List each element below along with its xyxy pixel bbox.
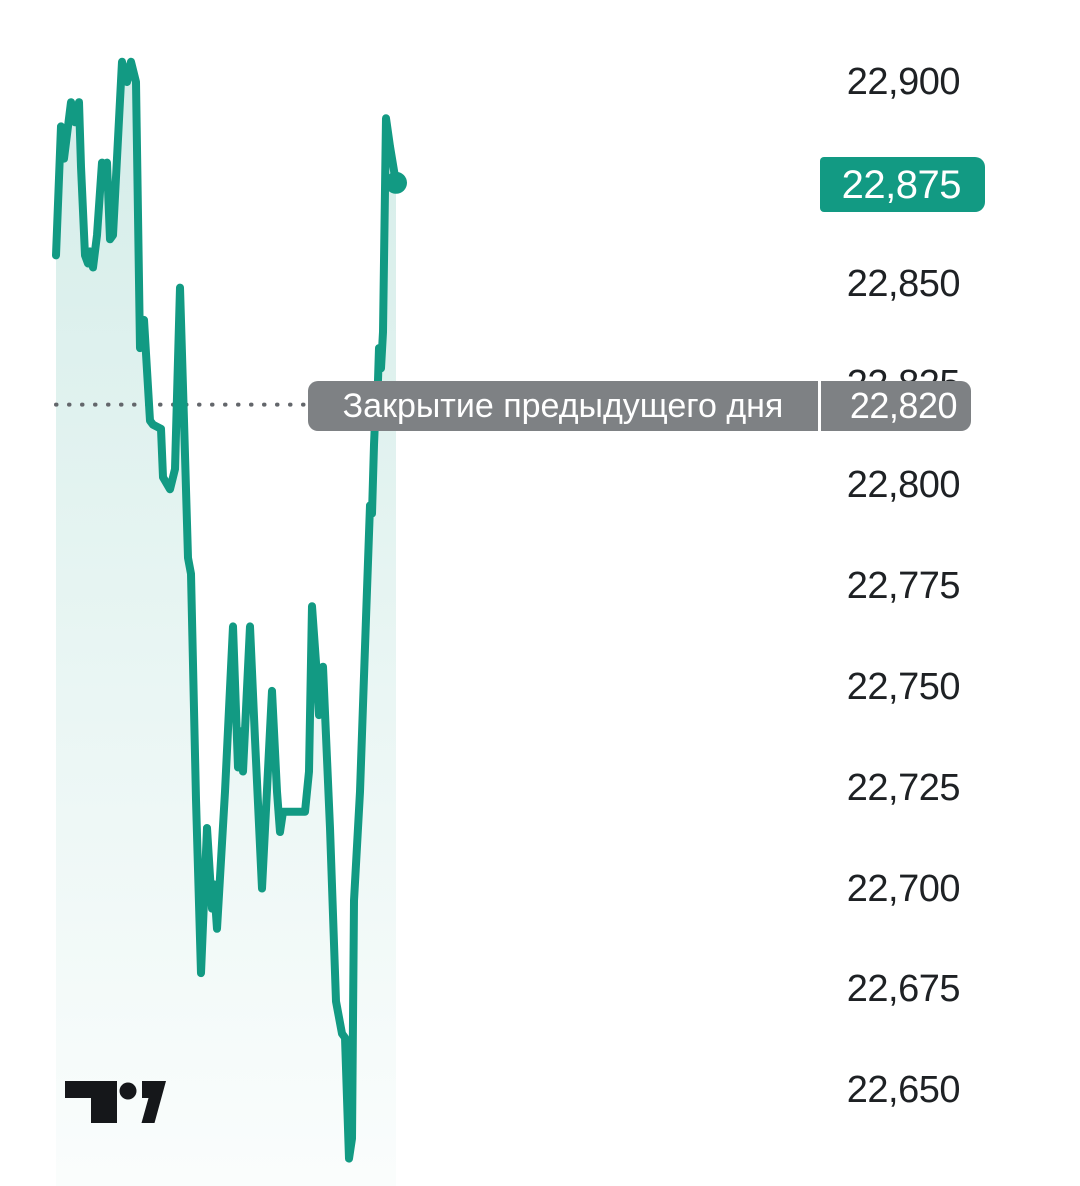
- current-price-badge: 22,875: [820, 157, 985, 212]
- price-line: [52, 57, 400, 1163]
- previous-close-label: Закрытие предыдущего дня: [342, 387, 784, 425]
- price-axis-tick: 22,900: [846, 61, 961, 103]
- tv-logo-dot: [119, 1082, 137, 1100]
- last-price-dot: [385, 171, 407, 194]
- price-axis-tick: 22,800: [846, 464, 961, 507]
- current-price-value: 22,875: [841, 162, 962, 207]
- price-axis-tick: 22,850: [846, 262, 961, 305]
- price-axis-tick: 22,700: [846, 867, 961, 910]
- previous-close-badge: Закрытие предыдущего дня 22,820: [308, 381, 971, 431]
- previous-close-label-box: Закрытие предыдущего дня: [308, 381, 818, 431]
- price-axis-tick: 22,750: [846, 665, 961, 708]
- price-axis-tick: 22,675: [846, 968, 961, 1011]
- price-axis-tick: 22,725: [846, 766, 961, 809]
- tv-logo-seven: [141, 1081, 166, 1123]
- previous-close-value-box: 22,820: [821, 381, 971, 431]
- previous-close-value: 22,820: [849, 385, 958, 426]
- price-axis-tick: 22,775: [846, 565, 961, 607]
- price-axis-tick: 22,650: [846, 1069, 961, 1112]
- tradingview-logo[interactable]: [65, 1081, 166, 1123]
- tv-logo-bar: [65, 1081, 117, 1123]
